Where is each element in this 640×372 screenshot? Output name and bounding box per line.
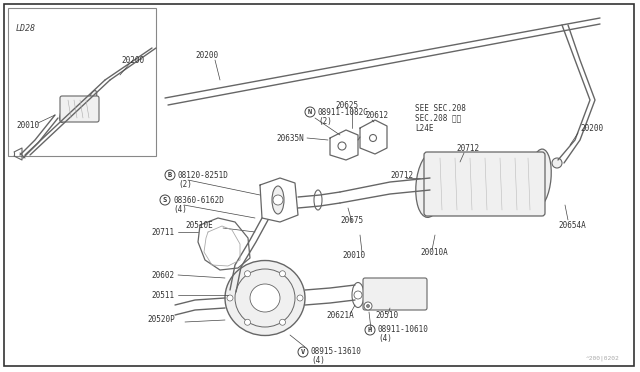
Text: 20510: 20510 <box>375 311 398 321</box>
Text: (4): (4) <box>311 356 325 366</box>
Text: 08911-1082G: 08911-1082G <box>318 108 369 116</box>
Text: 20711: 20711 <box>152 228 175 237</box>
Circle shape <box>244 271 250 277</box>
Text: (2): (2) <box>318 116 332 125</box>
Circle shape <box>338 142 346 150</box>
Ellipse shape <box>416 153 444 217</box>
Ellipse shape <box>272 186 284 214</box>
Text: 20010: 20010 <box>342 250 365 260</box>
Text: 20712: 20712 <box>456 144 479 153</box>
Text: N: N <box>308 109 312 115</box>
Text: B: B <box>168 172 172 178</box>
Circle shape <box>369 135 376 141</box>
Text: (2): (2) <box>178 180 192 189</box>
Circle shape <box>552 158 562 168</box>
Ellipse shape <box>87 90 97 109</box>
Text: V: V <box>301 349 305 355</box>
Ellipse shape <box>250 284 280 312</box>
Circle shape <box>227 295 233 301</box>
Text: 20635N: 20635N <box>276 134 304 142</box>
Text: 08915-13610: 08915-13610 <box>311 347 362 356</box>
Text: ^200|0202: ^200|0202 <box>586 355 620 361</box>
Text: LD28: LD28 <box>16 23 36 32</box>
Text: 20675: 20675 <box>340 215 363 224</box>
Text: 20602: 20602 <box>152 270 175 279</box>
Text: 20200: 20200 <box>580 124 603 132</box>
Text: 20010: 20010 <box>16 121 39 129</box>
Ellipse shape <box>60 102 70 122</box>
Text: 20625: 20625 <box>335 100 358 109</box>
Text: (4): (4) <box>173 205 187 214</box>
FancyBboxPatch shape <box>363 278 427 310</box>
Text: 20612: 20612 <box>365 110 388 119</box>
Circle shape <box>280 271 285 277</box>
Text: 20654A: 20654A <box>558 221 586 230</box>
Text: 20712: 20712 <box>390 170 413 180</box>
Text: 20520P: 20520P <box>147 315 175 324</box>
Text: 20200: 20200 <box>195 51 218 60</box>
FancyBboxPatch shape <box>424 152 545 216</box>
Text: 20010A: 20010A <box>420 247 448 257</box>
Text: S: S <box>163 197 167 203</box>
Text: 20621A: 20621A <box>326 311 354 321</box>
Circle shape <box>367 305 369 308</box>
Text: L24E: L24E <box>415 124 433 132</box>
Text: H: H <box>368 327 372 333</box>
Text: 08911-10610: 08911-10610 <box>378 326 429 334</box>
Text: 20510E: 20510E <box>185 221 212 230</box>
Circle shape <box>297 295 303 301</box>
Text: SEC.208 参照: SEC.208 参照 <box>415 113 461 122</box>
Circle shape <box>244 319 250 325</box>
Ellipse shape <box>529 149 551 207</box>
Text: 08360-6162D: 08360-6162D <box>173 196 224 205</box>
Circle shape <box>354 291 362 299</box>
Ellipse shape <box>225 260 305 336</box>
Circle shape <box>364 302 372 310</box>
Text: SEE SEC.208: SEE SEC.208 <box>415 103 466 112</box>
Text: 08120-8251D: 08120-8251D <box>178 170 229 180</box>
FancyBboxPatch shape <box>60 96 99 122</box>
Text: (4): (4) <box>378 334 392 343</box>
Text: 20200: 20200 <box>122 55 145 64</box>
Circle shape <box>273 195 283 205</box>
Text: 20511: 20511 <box>152 291 175 299</box>
Circle shape <box>280 319 285 325</box>
